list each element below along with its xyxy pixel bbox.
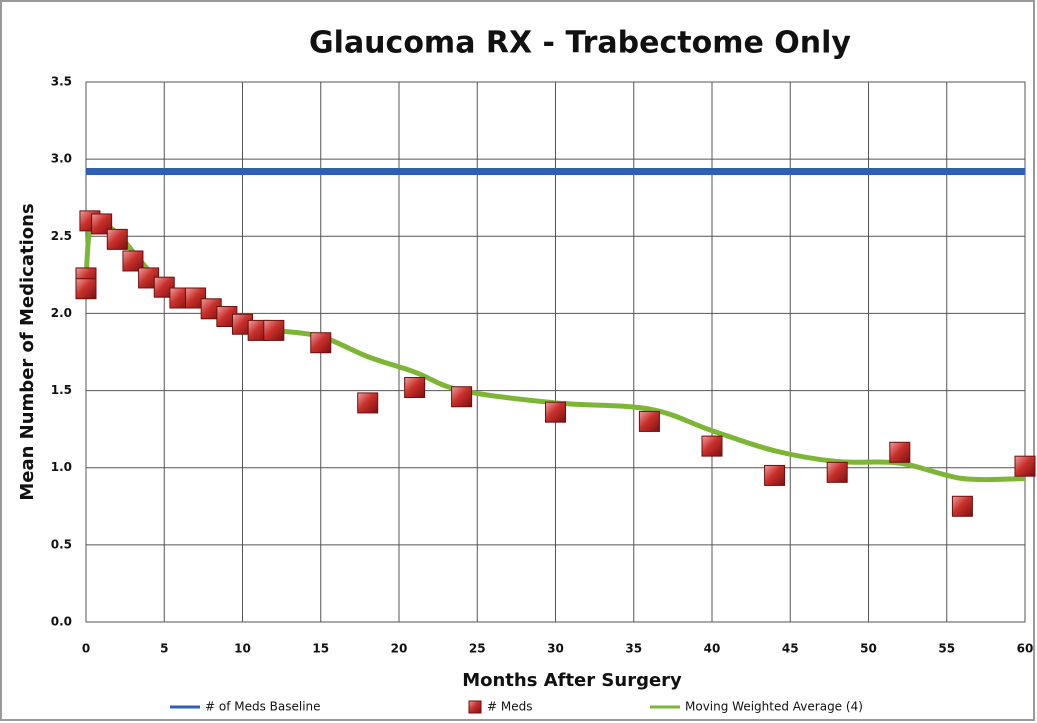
marker (701, 435, 723, 457)
marker (638, 410, 660, 432)
marker (826, 461, 848, 483)
marker (75, 278, 97, 300)
x-tick-label: 15 (312, 642, 329, 656)
marker (545, 401, 566, 423)
marker (1014, 455, 1036, 477)
marker (404, 376, 426, 398)
x-tick-label: 20 (391, 642, 408, 656)
x-tick-label: 0 (82, 642, 90, 656)
x-tick-label: 40 (704, 642, 721, 656)
marker (357, 392, 379, 414)
x-tick-label: 30 (547, 642, 564, 656)
y-tick-label: 2.0 (51, 306, 72, 320)
y-tick-label: 2.5 (51, 229, 72, 243)
legend-label: Moving Weighted Average (4) (685, 700, 863, 714)
y-tick-label: 1.5 (51, 383, 72, 397)
x-axis-title: Months After Surgery (462, 670, 682, 691)
x-tick-label: 10 (234, 642, 251, 656)
x-tick-label: 60 (1017, 642, 1034, 656)
marker (153, 276, 175, 298)
legend-marker (468, 700, 482, 714)
marker (451, 386, 473, 408)
chart-title: Glaucoma RX - Trabectome Only (309, 26, 851, 61)
marker (185, 287, 207, 309)
y-tick-label: 0.5 (51, 537, 72, 551)
marker (310, 332, 332, 354)
y-axis-title: Mean Number of Medications (17, 203, 38, 500)
x-tick-label: 55 (938, 642, 955, 656)
marker (889, 441, 911, 463)
marker (106, 228, 128, 250)
y-tick-label: 1.0 (51, 460, 72, 474)
y-tick-label: 0.0 (51, 615, 72, 629)
y-tick-label: 3.0 (51, 152, 72, 166)
x-tick-label: 50 (860, 642, 877, 656)
x-tick-label: 5 (160, 642, 168, 656)
x-tick-label: 25 (469, 642, 486, 656)
marker (951, 495, 973, 517)
x-tick-label: 45 (782, 642, 799, 656)
legend-label: # of Meds Baseline (205, 700, 321, 714)
legend-label: # Meds (487, 700, 532, 714)
marker (263, 319, 285, 341)
x-tick-label: 35 (625, 642, 642, 656)
marker (91, 213, 113, 235)
y-tick-label: 3.5 (51, 75, 72, 89)
marker (764, 464, 786, 486)
marker (122, 250, 144, 272)
